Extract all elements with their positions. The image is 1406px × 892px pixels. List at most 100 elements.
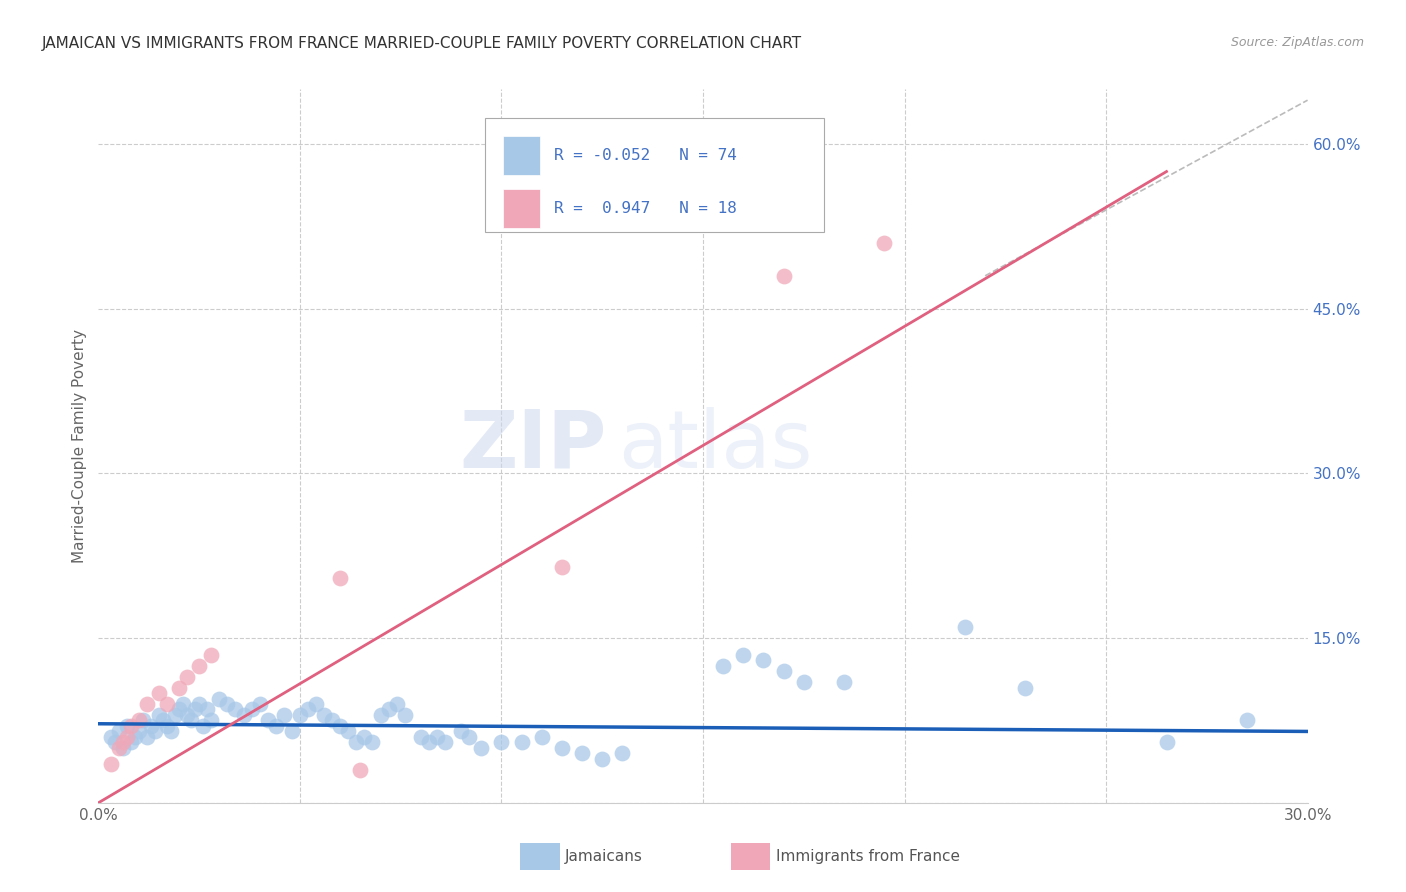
- Text: ZIP: ZIP: [458, 407, 606, 485]
- Point: [135, 697, 157, 711]
- Point: [370, 708, 392, 723]
- Point: [281, 724, 304, 739]
- Text: R = -0.052   N = 74: R = -0.052 N = 74: [554, 148, 737, 162]
- Point: [172, 697, 194, 711]
- Point: [418, 735, 440, 749]
- Point: [135, 730, 157, 744]
- Point: [772, 664, 794, 678]
- Point: [733, 648, 755, 662]
- Point: [470, 740, 492, 755]
- Text: Immigrants from France: Immigrants from France: [776, 849, 960, 863]
- Point: [148, 686, 170, 700]
- Point: [873, 235, 896, 250]
- Point: [288, 708, 311, 723]
- Point: [256, 714, 278, 728]
- Point: [160, 724, 183, 739]
- Point: [385, 697, 408, 711]
- Point: [551, 559, 574, 574]
- Point: [458, 730, 481, 744]
- Point: [612, 747, 634, 761]
- Point: [1014, 681, 1036, 695]
- Point: [232, 708, 254, 723]
- Point: [100, 757, 122, 772]
- Bar: [503, 136, 540, 175]
- Point: [111, 735, 134, 749]
- Point: [120, 735, 142, 749]
- Point: [100, 730, 122, 744]
- Point: [115, 719, 138, 733]
- Text: atlas: atlas: [619, 407, 813, 485]
- Point: [344, 735, 367, 749]
- Point: [314, 708, 336, 723]
- Point: [240, 702, 263, 716]
- Point: [156, 697, 179, 711]
- Point: [148, 708, 170, 723]
- Point: [195, 702, 218, 716]
- Point: [1156, 735, 1178, 749]
- Point: [1236, 714, 1258, 728]
- Point: [752, 653, 775, 667]
- Point: [107, 724, 129, 739]
- Point: [361, 735, 384, 749]
- Point: [124, 730, 146, 744]
- Point: [337, 724, 360, 739]
- Point: [832, 675, 855, 690]
- Point: [180, 714, 202, 728]
- Point: [711, 658, 734, 673]
- Point: [426, 730, 449, 744]
- Point: [571, 747, 593, 761]
- Point: [321, 714, 343, 728]
- Point: [176, 708, 198, 723]
- Point: [793, 675, 815, 690]
- Point: [217, 697, 239, 711]
- Point: [249, 697, 271, 711]
- Point: [128, 724, 150, 739]
- Point: [394, 708, 416, 723]
- Point: [953, 620, 976, 634]
- Point: [111, 740, 134, 755]
- Point: [591, 752, 613, 766]
- Point: [132, 714, 155, 728]
- Point: [167, 702, 190, 716]
- Point: [176, 669, 198, 683]
- Text: R =  0.947   N = 18: R = 0.947 N = 18: [554, 202, 737, 216]
- Text: JAMAICAN VS IMMIGRANTS FROM FRANCE MARRIED-COUPLE FAMILY POVERTY CORRELATION CHA: JAMAICAN VS IMMIGRANTS FROM FRANCE MARRI…: [42, 36, 803, 51]
- Point: [434, 735, 457, 749]
- FancyBboxPatch shape: [485, 118, 824, 232]
- Point: [152, 714, 174, 728]
- Point: [510, 735, 533, 749]
- Point: [329, 719, 352, 733]
- Point: [188, 697, 211, 711]
- Point: [107, 740, 129, 755]
- Point: [163, 708, 186, 723]
- Point: [491, 735, 513, 749]
- Point: [377, 702, 399, 716]
- Bar: [503, 189, 540, 228]
- Text: Jamaicans: Jamaicans: [565, 849, 643, 863]
- Point: [200, 714, 222, 728]
- Point: [224, 702, 246, 716]
- Point: [128, 714, 150, 728]
- Point: [349, 763, 371, 777]
- Point: [143, 724, 166, 739]
- Point: [188, 658, 211, 673]
- Point: [103, 735, 125, 749]
- Point: [167, 681, 190, 695]
- Point: [273, 708, 295, 723]
- Point: [264, 719, 287, 733]
- Point: [115, 730, 138, 744]
- Point: [450, 724, 472, 739]
- Point: [193, 719, 215, 733]
- Point: [120, 719, 142, 733]
- Y-axis label: Married-Couple Family Poverty: Married-Couple Family Poverty: [72, 329, 87, 563]
- Point: [329, 571, 352, 585]
- Point: [551, 740, 574, 755]
- Point: [297, 702, 319, 716]
- Point: [772, 268, 794, 283]
- Point: [530, 730, 553, 744]
- Point: [208, 691, 231, 706]
- Point: [409, 730, 432, 744]
- Point: [139, 719, 162, 733]
- Text: Source: ZipAtlas.com: Source: ZipAtlas.com: [1230, 36, 1364, 49]
- Point: [200, 648, 222, 662]
